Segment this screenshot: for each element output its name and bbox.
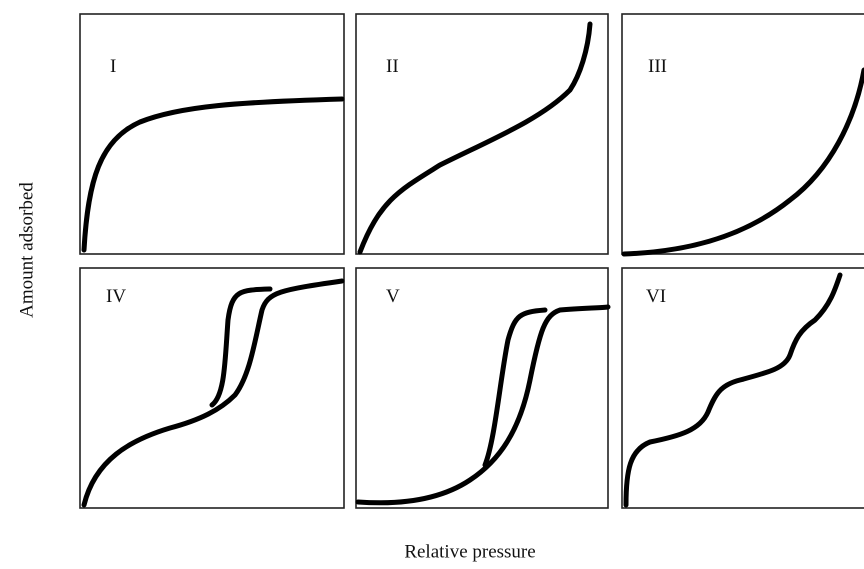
y-axis-label: Amount adsorbed xyxy=(16,182,37,318)
panel-label: V xyxy=(386,286,400,307)
panel-label: II xyxy=(386,56,399,77)
panel-frame xyxy=(79,267,345,509)
panel-frame xyxy=(79,13,345,255)
panel-label: I xyxy=(110,56,116,77)
panel-frame xyxy=(621,267,864,509)
panel-frame xyxy=(355,267,609,509)
hysteresis-branch xyxy=(482,307,548,468)
isotherm-curve xyxy=(621,67,864,257)
panel-label: III xyxy=(648,56,667,77)
panel-frame xyxy=(621,13,864,255)
isotherm-curve xyxy=(623,272,843,508)
isotherm-curve xyxy=(81,278,345,508)
panel-label: VI xyxy=(646,286,666,307)
x-axis-label: Relative pressure xyxy=(404,541,535,562)
isotherm-curve xyxy=(355,304,611,506)
panel-frame xyxy=(355,13,609,255)
isotherm-curve xyxy=(81,96,345,253)
hysteresis-branch xyxy=(209,286,273,408)
panel-label: IV xyxy=(106,286,126,307)
isotherm-curve xyxy=(357,21,593,255)
